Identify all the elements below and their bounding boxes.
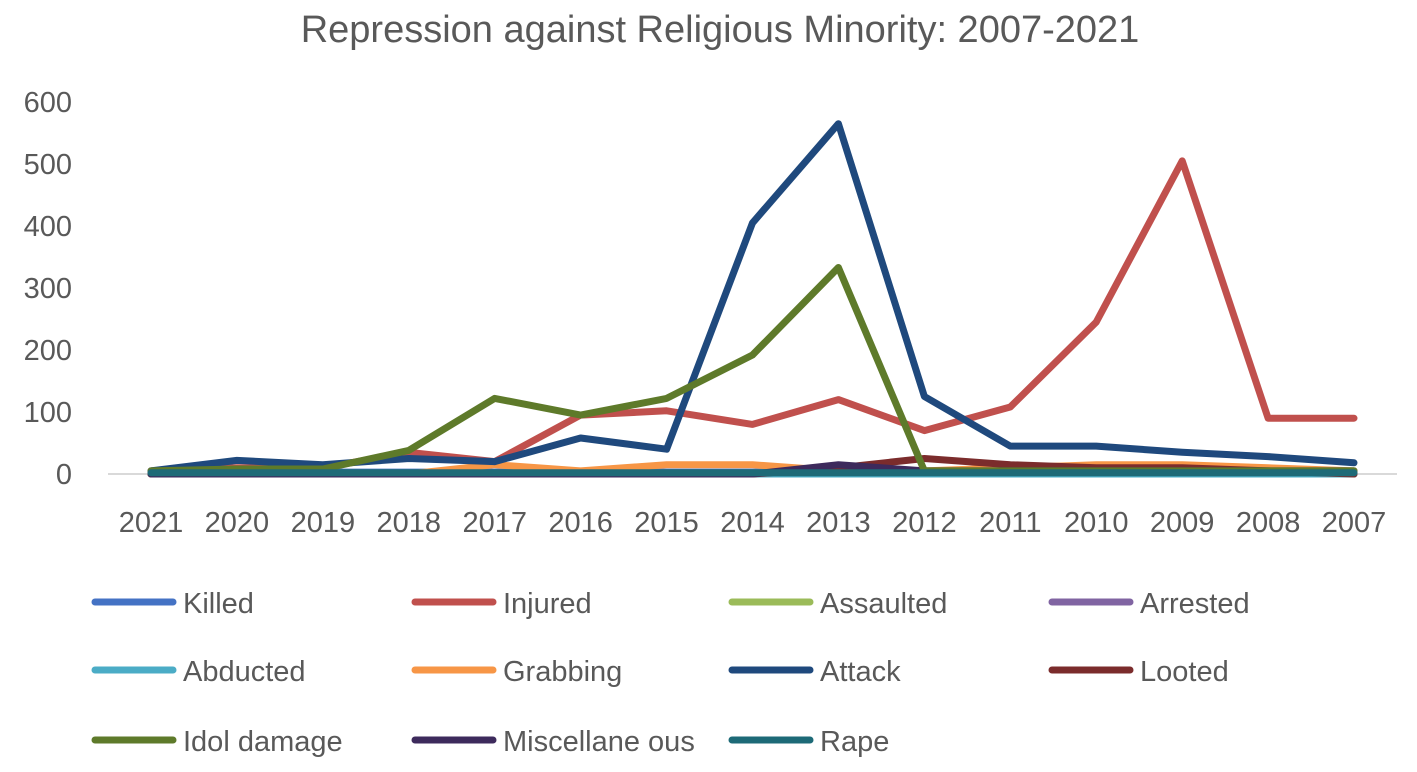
x-tick-label: 2019 — [291, 507, 356, 539]
legend-label: Looted — [1140, 656, 1229, 688]
x-tick-label: 2018 — [377, 507, 442, 539]
legend-label: Assaulted — [820, 588, 947, 620]
legend-item: Arrested — [1048, 588, 1250, 620]
chart-title: Repression against Religious Minority: 2… — [301, 9, 1140, 51]
x-tick-label: 2014 — [720, 507, 785, 539]
x-tick-label: 2017 — [462, 507, 527, 539]
legend-item: Killed — [91, 588, 254, 620]
x-tick-label: 2021 — [119, 507, 184, 539]
legend-item: Idol damage — [91, 726, 343, 758]
legend-label: Abducted — [183, 656, 306, 688]
legend: Killed Injured Assaulted Arrested Abducted Gr… — [91, 588, 1250, 758]
legend-label: Arrested — [1140, 588, 1250, 620]
legend-label: Grabbing — [503, 656, 622, 688]
y-tick-label: 300 — [24, 273, 72, 305]
y-tick-label: 500 — [24, 149, 72, 181]
x-tick-label: 2011 — [979, 507, 1041, 539]
x-tick-label: 2016 — [548, 507, 613, 539]
y-tick-label: 0 — [56, 459, 72, 491]
y-tick-label: 400 — [24, 211, 72, 243]
x-tick-label: 2008 — [1236, 507, 1301, 539]
x-tick-label: 2015 — [634, 507, 699, 539]
legend-item: Attack — [728, 656, 901, 688]
legend-item: Rape — [728, 726, 889, 758]
legend-item: Abducted — [91, 656, 306, 688]
x-tick-label: 2007 — [1322, 507, 1387, 539]
legend-item: Injured — [411, 588, 592, 620]
y-tick-label: 100 — [24, 397, 72, 429]
legend-label: Attack — [820, 656, 901, 688]
x-tick-label: 2020 — [205, 507, 270, 539]
x-tick-label: 2013 — [806, 507, 871, 539]
legend-label: Miscellane ous — [503, 726, 695, 758]
series-line-injured — [147, 157, 1358, 475]
x-axis-ticks: 2021 2020 2019 2018 2017 2016 2015 2014 2013 2012… — [119, 507, 1387, 539]
x-tick-label: 2010 — [1064, 507, 1129, 539]
legend-item: Miscellane ous — [411, 726, 695, 758]
x-tick-label: 2009 — [1150, 507, 1215, 539]
legend-label: Idol damage — [183, 726, 343, 758]
legend-item: Grabbing — [411, 656, 622, 688]
legend-label: Injured — [503, 588, 592, 620]
y-axis-ticks: 0 100 200 300 400 500 600 — [24, 87, 72, 491]
x-tick-label: 2012 — [892, 507, 957, 539]
series-line-idol-damage — [147, 264, 1358, 475]
y-tick-label: 600 — [24, 87, 72, 119]
legend-item: Assaulted — [728, 588, 947, 620]
legend-item: Looted — [1048, 656, 1229, 688]
legend-label: Rape — [820, 726, 889, 758]
legend-label: Killed — [183, 588, 254, 620]
series-lines — [147, 120, 1358, 478]
y-tick-label: 200 — [24, 335, 72, 367]
